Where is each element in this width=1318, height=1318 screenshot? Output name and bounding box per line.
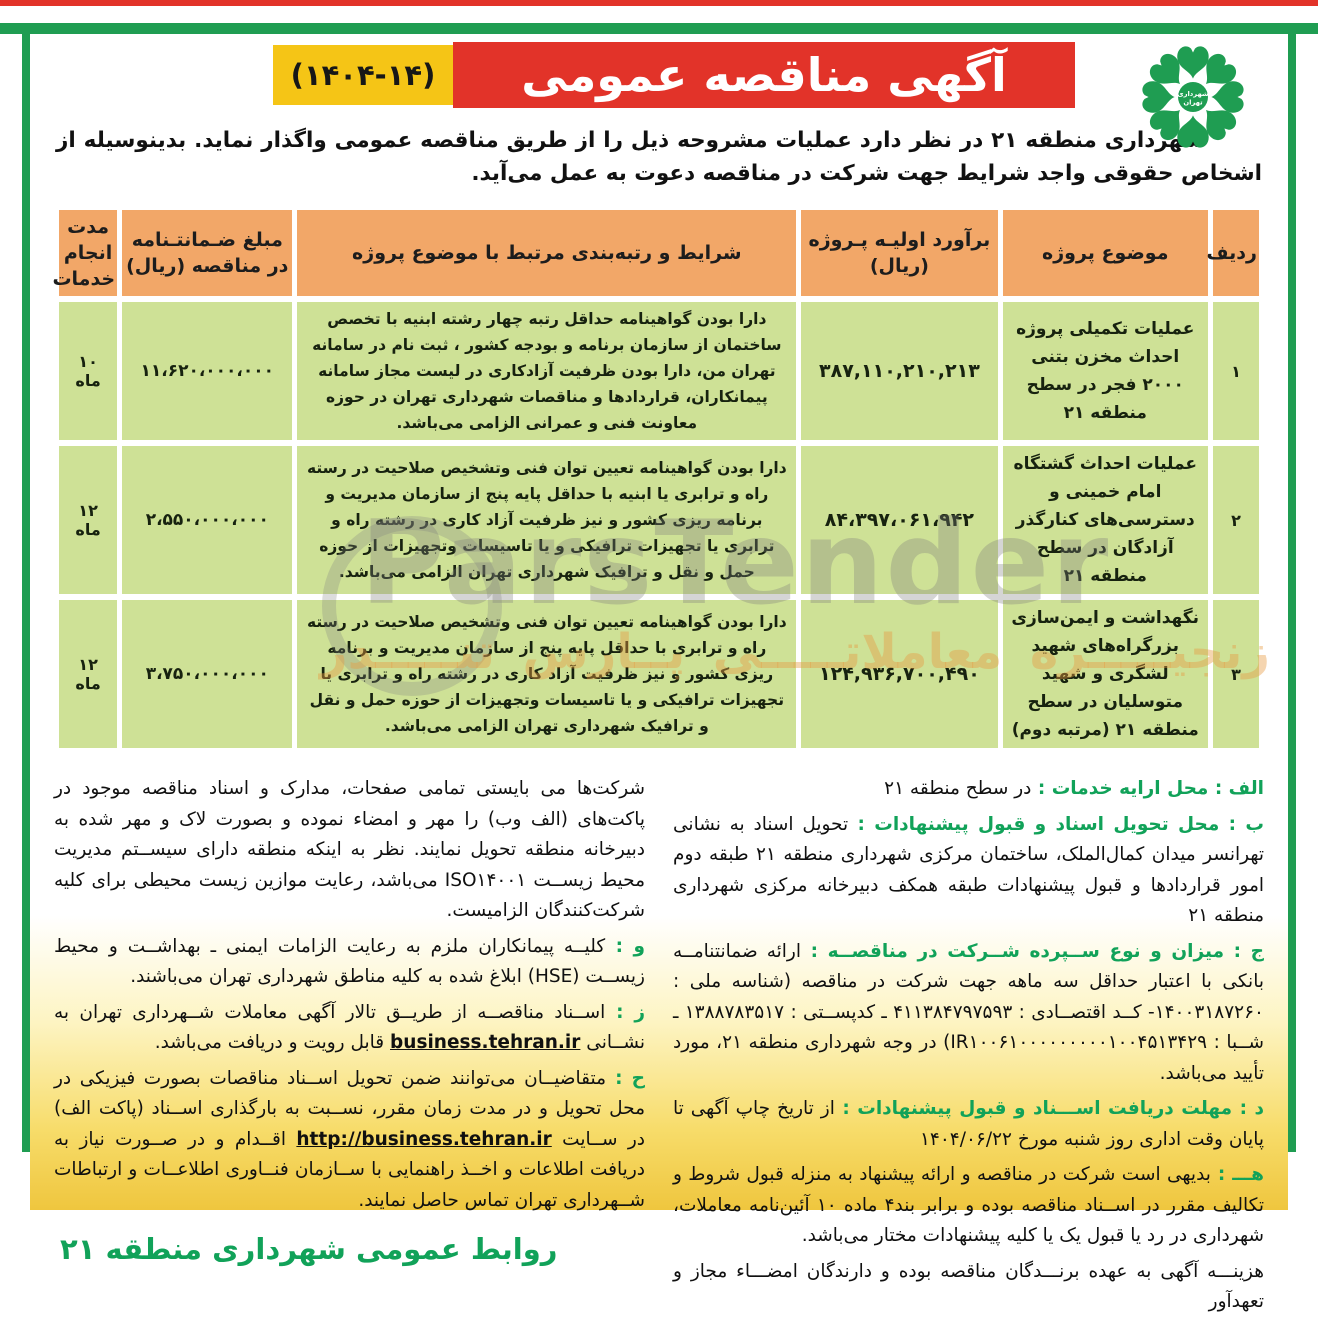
note-text: شرکت‌ها می بایستی تمامی صفحات، مدارک و ا… xyxy=(54,778,645,921)
row-number-cell: ۱ xyxy=(1212,302,1259,440)
note-text: قابل رویت و دریافت می‌باشد. xyxy=(154,1032,391,1053)
announcement-number: (۱۴۰۴-۱۴) xyxy=(290,58,436,92)
note-a: الف : محل ارایه خدمات : در سطح منطقه ۲۱ xyxy=(673,774,1264,805)
estimate-value: ۸۴،۳۹۷،۰۶۱،۹۴۲ xyxy=(824,509,975,531)
top-green-rule xyxy=(0,23,1318,34)
public-relations-signature: روابط عمومی شهرداری منطقه ۲۱ xyxy=(60,1232,558,1266)
note-text: کلیــه پیمانکاران ملزم به رعایت الزامات … xyxy=(54,935,645,988)
subject-cell: عملیات تکمیلی پروژه احداث مخزن بتنی ۲۰۰۰… xyxy=(1002,302,1208,440)
note-he: ح : متقاضیــان می‌توانند ضمن تحویل اســن… xyxy=(54,1064,645,1217)
estimate-value: ۱۲۴,۹۳۶,۷۰۰,۴۹۰ xyxy=(819,663,980,685)
note-ze: ز : اســناد مناقصــه از طریــق تالار آگه… xyxy=(54,998,645,1059)
conditions-cell: دارا بودن گواهینامه حداقل رتبه چهار رشته… xyxy=(297,302,797,440)
duration-cell: ۱۲ ماه xyxy=(59,446,118,594)
estimate-cell: ۳۸۷,۱۱۰,۲۱۰,۲۱۳ xyxy=(801,302,998,440)
note-text: تحویل اسناد به نشانی تهرانسر میدان کمال‌… xyxy=(673,813,1264,927)
notes-column-left: شرکت‌ها می بایستی تمامی صفحات، مدارک و ا… xyxy=(54,774,645,1266)
duration-cell: ۱۲ ماه xyxy=(59,600,118,748)
announcement-title-banner: آگهی مناقصه عمومی xyxy=(453,42,1075,108)
guarantee-value: ۳،۷۵۰،۰۰۰،۰۰۰ xyxy=(145,664,269,684)
note-label: ح : xyxy=(606,1067,645,1089)
estimate-cell: ۸۴،۳۹۷،۰۶۱،۹۴۲ xyxy=(801,446,998,594)
note-text: بدیهی است شرکت در مناقصه و ارائه پیشنهاد… xyxy=(673,1164,1264,1246)
note-label: هـــ : xyxy=(1210,1164,1265,1185)
notes-column-right: الف : محل ارایه خدمات : در سطح منطقه ۲۱ … xyxy=(673,774,1264,1312)
subject-cell: نگهداشت و ایمن‌سازی بزرگراه‌های شهید لشگ… xyxy=(1002,600,1208,748)
note-text: در سطح منطقه ۲۱ xyxy=(884,778,1032,799)
col-header-estimate: برآورد اولیـه پـروژه (ریال) xyxy=(801,210,998,296)
note-h: هـــ : بدیهی است شرکت در مناقصه و ارائه … xyxy=(673,1160,1264,1252)
table-row: ۲ عملیات احداث گشتگاه امام خمینی و دسترس… xyxy=(59,446,1259,594)
tenders-table: ردیف موضوع پروژه برآورد اولیـه پـروژه (ر… xyxy=(52,204,1264,754)
note-vav: و : کلیــه پیمانکاران ملزم به رعایت الزا… xyxy=(54,932,645,993)
guarantee-cell: ۱۱،۶۲۰،۰۰۰،۰۰۰ xyxy=(122,302,293,440)
estimate-cell: ۱۲۴,۹۳۶,۷۰۰,۴۹۰ xyxy=(801,600,998,748)
note-text: ارائه ضمانتنامــه بانکی با اعتبار حداقل … xyxy=(673,940,1264,1084)
duration-cell: ۱۰ ماه xyxy=(59,302,118,440)
guarantee-value: ۲،۵۵۰،۰۰۰،۰۰۰ xyxy=(145,510,269,530)
row-number-cell: ۳ xyxy=(1212,600,1259,748)
col-header-subject: موضوع پروژه xyxy=(1002,210,1208,296)
logo-calligraphy-line1: شهرداری xyxy=(1177,90,1209,98)
business-tehran-url-link[interactable]: http://business.tehran.ir xyxy=(296,1128,552,1150)
conditions-section: الف : محل ارایه خدمات : در سطح منطقه ۲۱ … xyxy=(30,764,1288,1312)
row-number-cell: ۲ xyxy=(1212,446,1259,594)
note-label: ز : xyxy=(605,1001,645,1023)
guarantee-value: ۱۱،۶۲۰،۰۰۰،۰۰۰ xyxy=(140,361,275,381)
guarantee-cell: ۲،۵۵۰،۰۰۰،۰۰۰ xyxy=(122,446,293,594)
note-cost: هزینـــه آگهی به عهده برنـــدگان مناقصه … xyxy=(673,1257,1264,1318)
business-tehran-link[interactable]: business.tehran.ir xyxy=(390,1032,581,1053)
tehran-municipality-logo-icon: شهرداری تهران xyxy=(1133,39,1253,155)
note-label: ج : میزان و نوع ســپرده شــرکت در مناقصـ… xyxy=(801,940,1264,962)
note-label: و : xyxy=(605,935,645,957)
col-header-guarantee: مبلغ ضـمانتـنامه در مناقصه (ریال) xyxy=(122,210,293,296)
note-text: متقاضیــان می‌توانند ضمن تحویل اســناد م… xyxy=(54,1067,645,1150)
note-label: الف : محل ارایه خدمات : xyxy=(1031,778,1264,799)
table-row: ۳ نگهداشت و ایمن‌سازی بزرگراه‌های شهید ل… xyxy=(59,600,1259,748)
table-row: ۱ عملیات تکمیلی پروژه احداث مخزن بتنی ۲۰… xyxy=(59,302,1259,440)
note-envelopes: شرکت‌ها می بایستی تمامی صفحات، مدارک و ا… xyxy=(54,774,645,927)
col-header-conditions: شرایط و رتبه‌بندی مرتبط با موضوع پروژه xyxy=(297,210,797,296)
conditions-cell: دارا بودن گواهینامه تعیین توان فنی وتشخی… xyxy=(297,600,797,748)
note-d: د : مهلت دریافت اســـناد و قبول پیشنهادا… xyxy=(673,1094,1264,1155)
conditions-cell: دارا بودن گواهینامه تعیین توان فنی وتشخی… xyxy=(297,446,797,594)
masthead: (۱۴۰۴-۱۴) آگهی مناقصه عمومی xyxy=(30,34,1288,148)
intro-paragraph: شهرداری منطقه ۲۱ در نظر دارد عملیات مشرو… xyxy=(56,124,1262,190)
note-text: از تاریخ چاپ آگهی تا پایان وقت اداری روز… xyxy=(673,1098,1264,1150)
intro-text: در نظر دارد عملیات مشروحه ذیل را از طریق… xyxy=(56,128,1262,186)
note-b: ب : محل تحویل اسناد و قبول پیشنهادات : ت… xyxy=(673,810,1264,932)
col-header-row-number: ردیف xyxy=(1207,210,1259,296)
col-header-duration: مدت انجام خدمات xyxy=(52,210,118,296)
note-j: ج : میزان و نوع ســپرده شــرکت در مناقصـ… xyxy=(673,937,1264,1090)
table-header-row: ردیف موضوع پروژه برآورد اولیـه پـروژه (ر… xyxy=(52,210,1259,296)
estimate-value: ۳۸۷,۱۱۰,۲۱۰,۲۱۳ xyxy=(819,360,980,382)
note-text: اســناد مناقصــه از طریــق تالار آگهی مع… xyxy=(54,1001,645,1054)
top-red-bar xyxy=(0,0,1318,6)
announcement-frame: (۱۴۰۴-۱۴) آگهی مناقصه عمومی xyxy=(22,34,1296,1312)
subject-cell: عملیات احداث گشتگاه امام خمینی و دسترسی‌… xyxy=(1002,446,1208,594)
note-label: د : مهلت دریافت اســـناد و قبول پیشنهادا… xyxy=(834,1098,1264,1119)
page-title: آگهی مناقصه عمومی xyxy=(521,48,1007,102)
announcement-number-badge: (۱۴۰۴-۱۴) xyxy=(273,45,453,105)
note-label: ب : محل تحویل اسناد و قبول پیشنهادات : xyxy=(848,813,1264,835)
logo-calligraphy-line2: تهران xyxy=(1183,99,1203,107)
guarantee-cell: ۳،۷۵۰،۰۰۰،۰۰۰ xyxy=(122,600,293,748)
note-text: هزینـــه آگهی به عهده برنـــدگان مناقصه … xyxy=(673,1260,1264,1313)
